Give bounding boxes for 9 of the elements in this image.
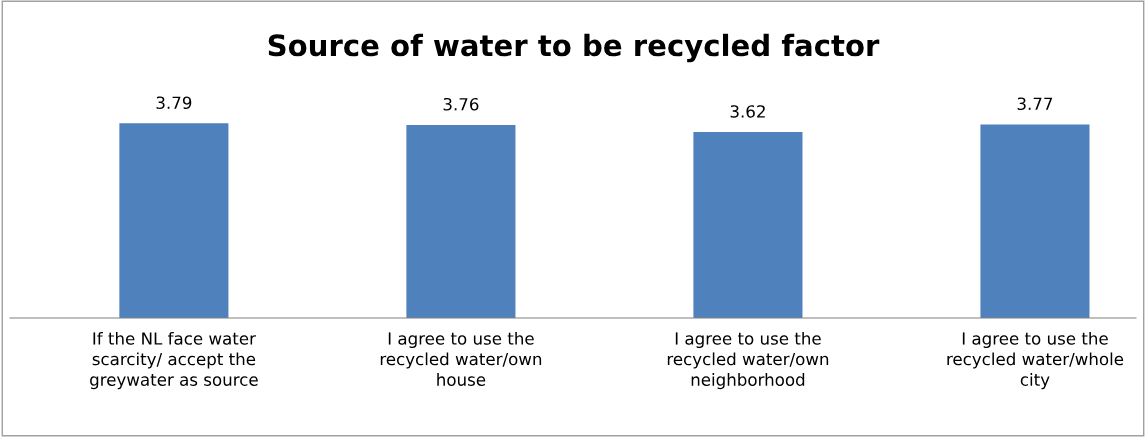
- data-label: 3.62: [730, 105, 765, 118]
- chart-title: Source of water to be recycled factor: [268, 33, 880, 63]
- data-label: 3.77: [1017, 97, 1053, 111]
- x-tick-label: I agree to use the recycled water/own house: [380, 331, 542, 386]
- x-tick-label: I agree to use the recycled water/whole city: [947, 331, 1124, 390]
- x-tick-label: I agree to use the recycled water/own neighborhood: [667, 331, 829, 390]
- data-label: 3.79: [156, 96, 192, 110]
- data-label: 3.76: [443, 97, 479, 111]
- x-tick-label: If the NL face water scarcity/ accept the greywater as source: [90, 331, 258, 390]
